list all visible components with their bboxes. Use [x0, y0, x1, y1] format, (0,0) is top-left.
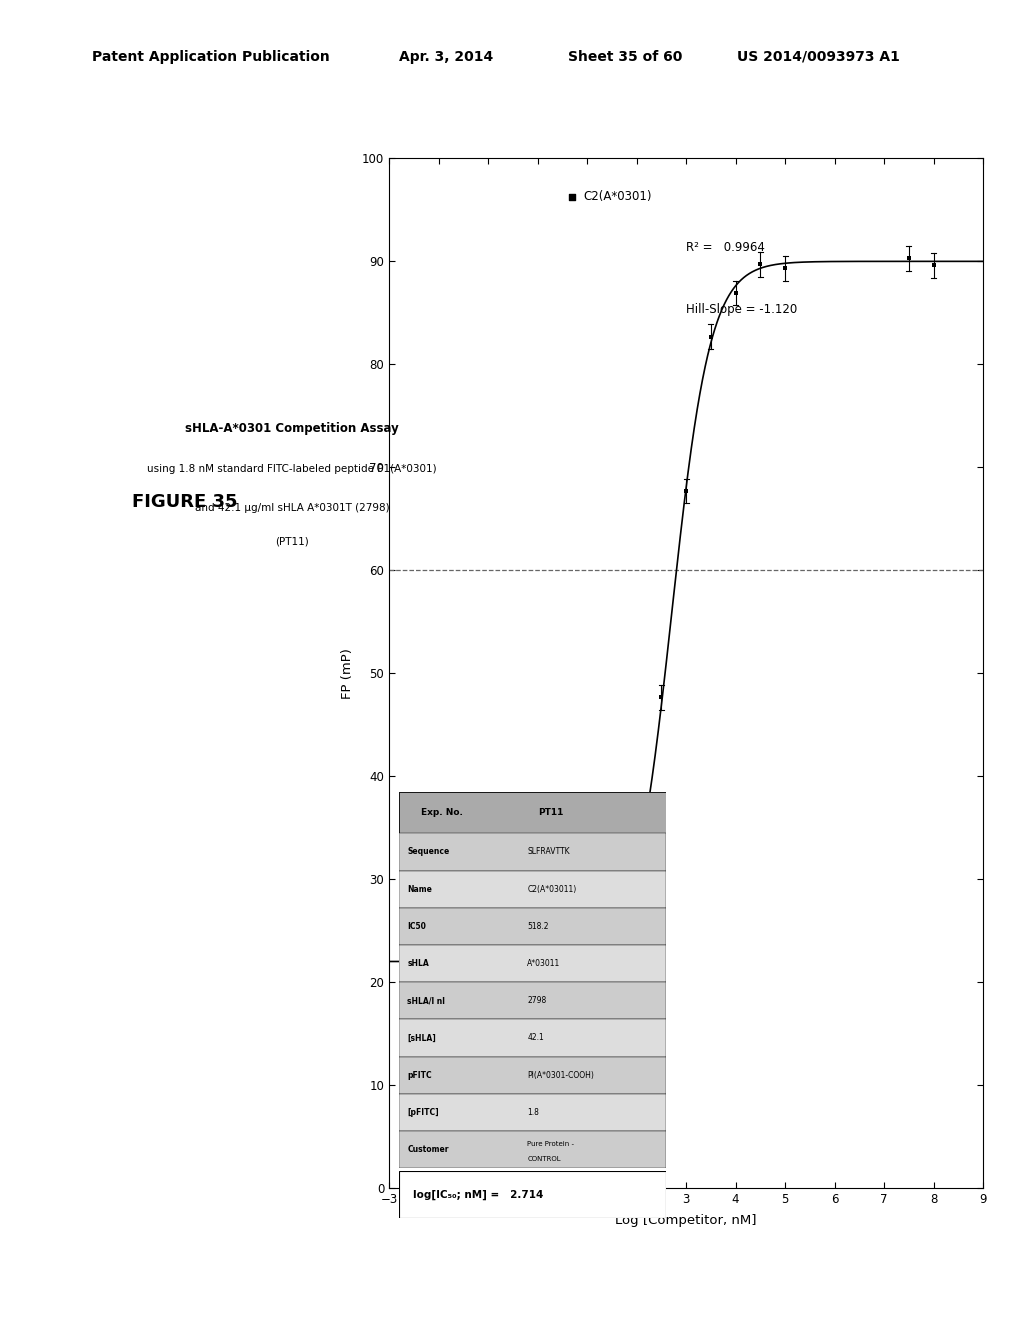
- Legend: C2(A*0301): C2(A*0301): [561, 185, 657, 207]
- Text: [pFITC]: [pFITC]: [408, 1107, 439, 1117]
- X-axis label: Log [Competitor, nM]: Log [Competitor, nM]: [615, 1214, 757, 1228]
- Text: PT11: PT11: [538, 808, 563, 817]
- Text: Hill-Slope = -1.120: Hill-Slope = -1.120: [686, 302, 798, 315]
- Bar: [399, 908, 666, 945]
- Text: Sequence: Sequence: [408, 847, 450, 857]
- Text: Pure Protein -: Pure Protein -: [527, 1140, 574, 1147]
- Point: [678, 480, 694, 502]
- Point: [901, 248, 918, 269]
- Text: Sheet 35 of 60: Sheet 35 of 60: [568, 50, 683, 63]
- Text: Name: Name: [408, 884, 432, 894]
- Text: 42.1: 42.1: [527, 1034, 544, 1043]
- Text: US 2014/0093973 A1: US 2014/0093973 A1: [737, 50, 900, 63]
- Text: [sHLA]: [sHLA]: [408, 1034, 436, 1043]
- Text: FIGURE 35: FIGURE 35: [131, 492, 238, 511]
- Text: PI(A*0301-COOH): PI(A*0301-COOH): [527, 1071, 594, 1080]
- Bar: [399, 792, 666, 833]
- Point: [926, 255, 942, 276]
- Bar: [399, 945, 666, 982]
- Text: sHLA-A*0301 Competition Assay: sHLA-A*0301 Competition Assay: [185, 422, 398, 436]
- Text: sHLA: sHLA: [408, 960, 429, 968]
- Text: Exp. No.: Exp. No.: [421, 808, 463, 817]
- Bar: [399, 1056, 666, 1094]
- Text: Customer: Customer: [408, 1144, 449, 1154]
- Text: IC50: IC50: [408, 921, 426, 931]
- Text: Patent Application Publication: Patent Application Publication: [92, 50, 330, 63]
- Point: [406, 945, 422, 966]
- Bar: [399, 871, 666, 908]
- Text: (PT11): (PT11): [275, 536, 308, 546]
- Text: 518.2: 518.2: [527, 921, 549, 931]
- Y-axis label: FP (mP): FP (mP): [341, 648, 353, 698]
- Bar: [399, 1094, 666, 1131]
- Point: [777, 257, 794, 279]
- Text: sHLA/l nl: sHLA/l nl: [408, 997, 445, 1006]
- Text: log[IC₅₀; nM] =   2.714: log[IC₅₀; nM] = 2.714: [413, 1189, 543, 1200]
- Point: [727, 282, 743, 304]
- Point: [653, 686, 670, 708]
- Text: using 1.8 nM standard FITC-labeled peptide P1(A*0301): using 1.8 nM standard FITC-labeled pepti…: [147, 463, 436, 474]
- Text: Apr. 3, 2014: Apr. 3, 2014: [399, 50, 494, 63]
- Text: pFITC: pFITC: [408, 1071, 432, 1080]
- Point: [752, 253, 768, 275]
- Bar: [399, 1019, 666, 1056]
- Bar: [399, 833, 666, 871]
- Text: 2798: 2798: [527, 997, 547, 1006]
- Point: [629, 861, 645, 882]
- Text: R² =   0.9964: R² = 0.9964: [686, 240, 765, 253]
- Text: CONTROL: CONTROL: [527, 1156, 561, 1162]
- Point: [702, 326, 719, 347]
- Point: [604, 919, 621, 940]
- Bar: [399, 982, 666, 1019]
- Bar: [399, 1131, 666, 1168]
- Text: C2(A*03011): C2(A*03011): [527, 884, 577, 894]
- Point: [430, 960, 446, 981]
- Text: SLFRAVTTK: SLFRAVTTK: [527, 847, 569, 857]
- Text: A*03011: A*03011: [527, 960, 560, 968]
- Text: 1.8: 1.8: [527, 1107, 539, 1117]
- Text: and 42.1 µg/ml sHLA A*0301T (2798): and 42.1 µg/ml sHLA A*0301T (2798): [195, 503, 389, 513]
